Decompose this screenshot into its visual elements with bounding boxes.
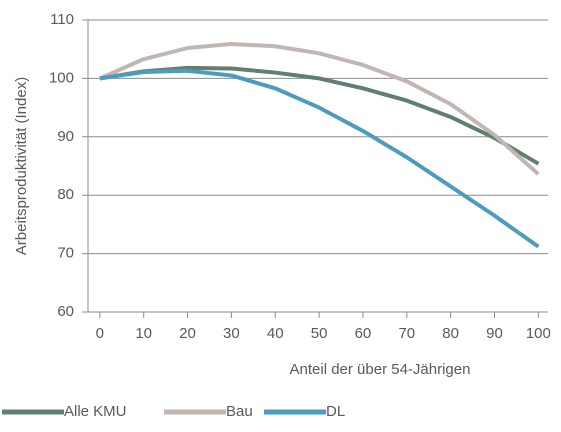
y-tick-label: 90: [57, 128, 74, 145]
y-tick-label: 80: [57, 186, 74, 203]
y-tick-label: 110: [50, 11, 74, 28]
x-tick-label: 90: [486, 325, 503, 342]
x-tick-label: 10: [135, 325, 152, 342]
legend-label: Bau: [226, 403, 253, 420]
x-tick-label: 30: [223, 325, 240, 342]
x-tick-label: 50: [311, 325, 328, 342]
legend-label: DL: [326, 403, 345, 420]
y-tick-label: 60: [57, 303, 74, 320]
legend-label: Alle KMU: [64, 403, 127, 420]
x-tick-label: 60: [355, 325, 372, 342]
x-axis-label: Anteil der über 54-Jährigen: [290, 361, 471, 378]
y-axis-label: Arbeitsproduktivität (Index): [13, 77, 30, 255]
y-tick-label: 70: [57, 245, 74, 262]
y-tick-label: 100: [49, 69, 74, 86]
x-tick-label: 70: [398, 325, 415, 342]
x-tick-label: 80: [442, 325, 459, 342]
x-tick-label: 0: [96, 325, 104, 342]
line: [99, 41, 540, 176]
x-tick-label: 20: [179, 325, 196, 342]
x-tick-label: 100: [526, 325, 551, 342]
x-tick-label: 40: [267, 325, 284, 342]
line: [99, 68, 540, 249]
line: [99, 65, 540, 166]
